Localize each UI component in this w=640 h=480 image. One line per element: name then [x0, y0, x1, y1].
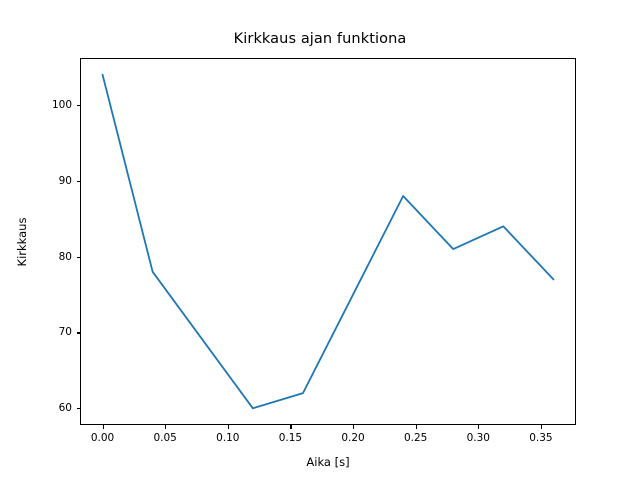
- y-tick-mark: [76, 105, 80, 107]
- y-tick-mark: [76, 256, 80, 258]
- x-tick-label: 0.15: [278, 432, 303, 444]
- y-tick-label: 100: [51, 99, 72, 111]
- y-tick-label: 70: [58, 326, 72, 339]
- y-tick-label: 80: [58, 250, 72, 263]
- x-tick-mark: [102, 425, 104, 429]
- x-tick-mark: [227, 425, 229, 429]
- chart-title: Kirkkaus ajan funktiona: [233, 31, 407, 47]
- x-tick-mark: [415, 425, 417, 429]
- x-axis-label: Aika [s]: [306, 455, 350, 469]
- y-tick-mark: [76, 332, 80, 334]
- x-tick-mark: [540, 425, 543, 429]
- y-tick-label: 60: [58, 402, 72, 415]
- y-tick-label: 90: [58, 174, 72, 187]
- x-tick-label: 0.35: [529, 432, 553, 444]
- x-tick-mark: [353, 425, 355, 429]
- x-tick-label: 0.20: [341, 432, 365, 444]
- x-tick-label: 0.25: [403, 432, 428, 444]
- x-tick-label: 0.10: [216, 432, 240, 444]
- y-tick-mark: [76, 408, 80, 410]
- y-axis-label-text: Kirkkaus: [15, 217, 29, 267]
- plot-area: [101, 73, 555, 410]
- x-tick-mark: [290, 425, 292, 429]
- x-tick-mark: [478, 425, 480, 429]
- x-tick-label: 0.05: [153, 432, 177, 444]
- x-tick-label: 0.30: [466, 432, 490, 444]
- x-tick-label: 0.00: [90, 432, 115, 444]
- x-tick-mark: [165, 425, 167, 429]
- axes-frame: [80, 58, 576, 425]
- data-line-kirkkaus: [101, 73, 555, 410]
- y-tick-mark: [76, 180, 80, 182]
